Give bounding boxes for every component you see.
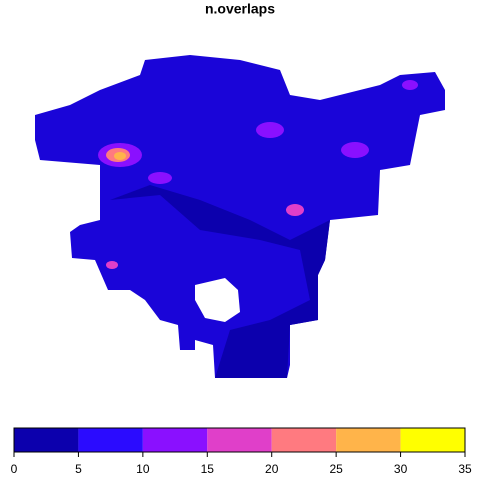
legend-swatch [400, 428, 465, 452]
legend-tick-label: 35 [458, 462, 472, 476]
legend-frame [13, 427, 466, 453]
legend-swatch [207, 428, 272, 452]
legend-tick-label: 10 [136, 462, 150, 476]
hotspot [114, 152, 126, 160]
legend-tick-label: 0 [11, 462, 18, 476]
legend-tick-label: 30 [394, 462, 408, 476]
hotspot [148, 172, 172, 184]
legend-tick-label: 15 [201, 462, 215, 476]
hotspot [256, 122, 284, 138]
legend-swatch [336, 428, 401, 452]
legend-swatch [14, 428, 79, 452]
map-title: n.overlaps [205, 1, 275, 17]
raster-hole [195, 278, 240, 322]
legend-tick-label: 5 [75, 462, 82, 476]
legend-swatch [78, 428, 143, 452]
hotspot [286, 204, 304, 216]
legend-tick-label: 25 [329, 462, 343, 476]
legend-swatch [271, 428, 337, 452]
legend-tick-label: 20 [265, 462, 279, 476]
legend-swatch [142, 428, 208, 452]
raster-map [35, 55, 445, 378]
hotspot [341, 142, 369, 158]
hotspot [402, 80, 418, 90]
hotspot [106, 261, 118, 269]
color-legend: 0 5 10 15 20 25 30 35 [11, 427, 472, 476]
raster-low [110, 185, 330, 378]
